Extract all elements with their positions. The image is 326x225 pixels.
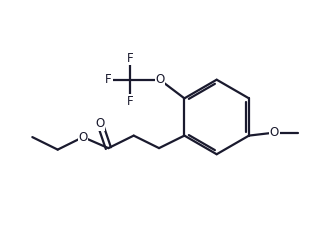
Text: O: O <box>270 126 279 139</box>
Text: F: F <box>105 73 112 86</box>
Text: O: O <box>78 130 88 144</box>
Text: O: O <box>155 73 165 86</box>
Text: F: F <box>127 52 133 65</box>
Text: O: O <box>96 117 105 130</box>
Text: F: F <box>127 95 133 108</box>
